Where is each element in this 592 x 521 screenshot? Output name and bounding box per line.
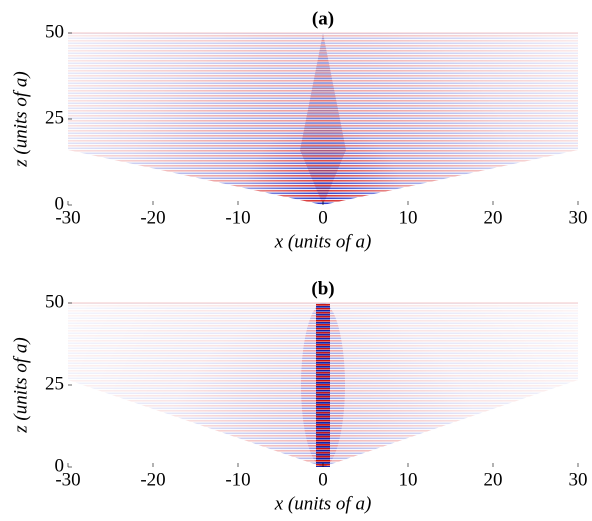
y-tick-label: 0: [55, 193, 65, 214]
y-axis-label: z (units of a): [10, 71, 31, 168]
x-axis-label: x (units of a): [274, 493, 372, 514]
y-axis-label: z (units of a): [10, 337, 31, 434]
x-tick-label: -10: [225, 207, 250, 228]
x-tick-label: 10: [399, 207, 418, 228]
x-tick-label: -10: [225, 469, 250, 490]
x-tick-label: -20: [140, 207, 165, 228]
field-b: [68, 302, 578, 467]
x-tick-label: -30: [55, 207, 80, 228]
y-tick-label: 50: [45, 291, 64, 312]
x-tick-label: 20: [484, 207, 503, 228]
y-tick-label: 25: [45, 373, 64, 394]
x-tick-label: 0: [318, 207, 328, 228]
x-tick-label: 30: [569, 469, 588, 490]
x-tick-label: 10: [399, 469, 418, 490]
panel-title: (b): [311, 278, 334, 299]
panel-title: (a): [312, 8, 334, 29]
y-tick-label: 0: [55, 455, 65, 476]
x-axis-label: x (units of a): [274, 231, 372, 252]
y-tick-label: 25: [45, 107, 64, 128]
x-tick-label: -30: [55, 469, 80, 490]
x-tick-label: 0: [318, 469, 328, 490]
x-tick-label: -20: [140, 469, 165, 490]
x-tick-label: 30: [569, 207, 588, 228]
field-a: [68, 32, 578, 205]
y-tick-label: 50: [45, 21, 64, 42]
x-tick-label: 20: [484, 469, 503, 490]
